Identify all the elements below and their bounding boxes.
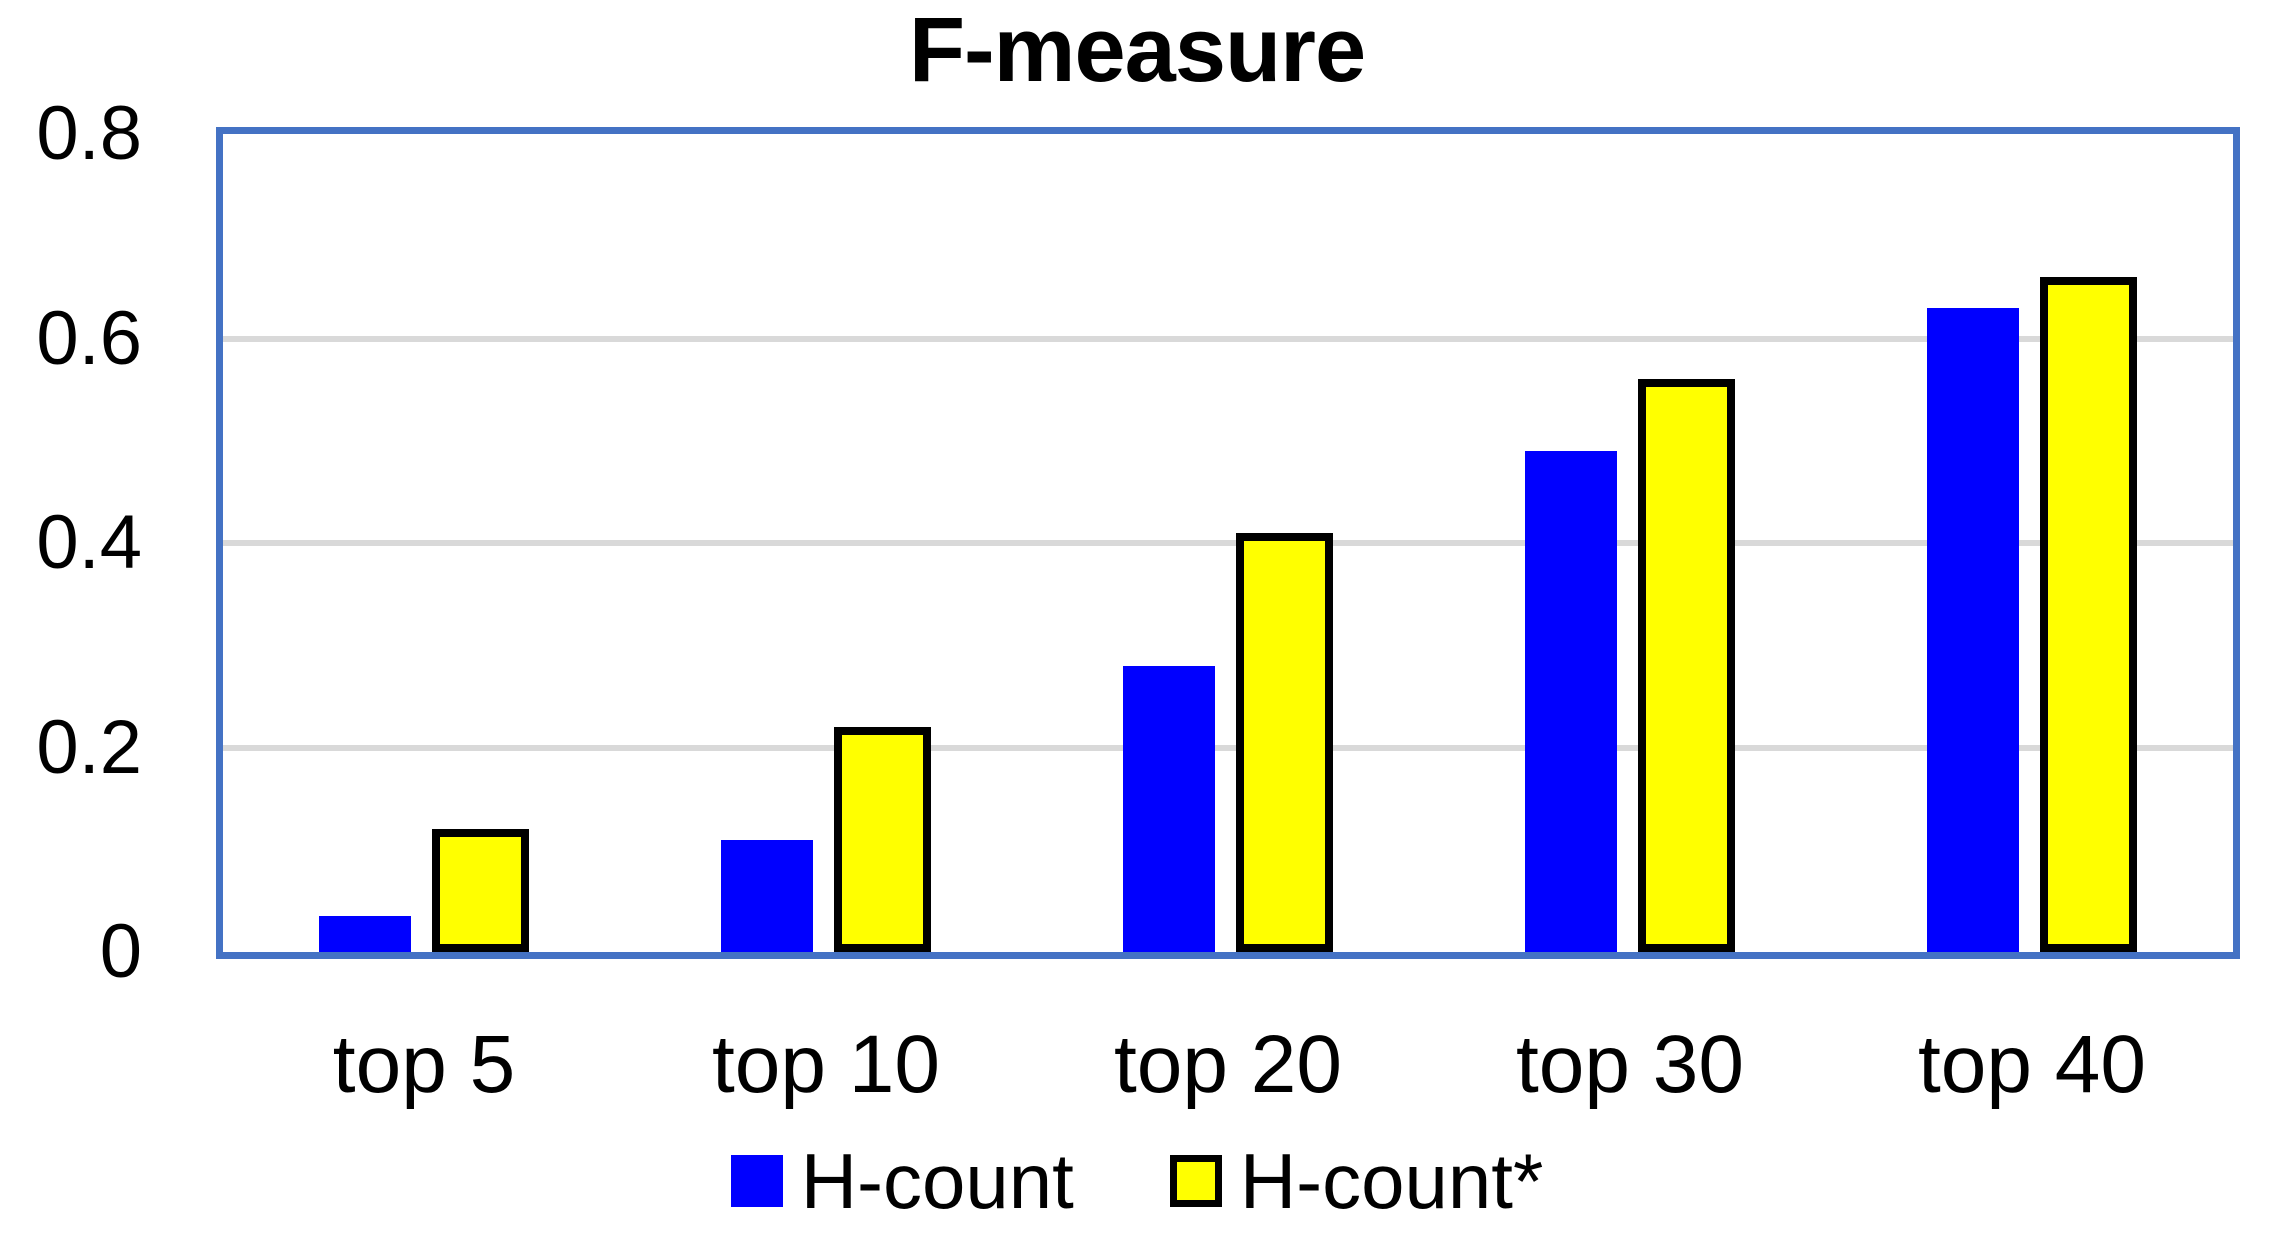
bar-h-count--top-10 [834,727,931,952]
bar-h-count-top-30 [1525,450,1617,952]
x-tick-label: top 20 [1114,1019,1342,1110]
chart-title: F-measure [908,0,1366,101]
y-tick-label: 0.6 [36,295,142,381]
bar-h-count--top-20 [1236,532,1333,952]
legend-item-h-count: H-count [730,1137,1074,1225]
y-tick-label: 0 [99,909,142,994]
bar-group-top-10 [625,134,1027,952]
x-tick-label: top 10 [712,1019,940,1110]
bar-group-top-5 [223,134,625,952]
bar-h-count--top-5 [432,829,529,952]
bar-h-count-top-20 [1123,665,1215,952]
plot-area [216,127,2240,959]
legend-label: H-count [800,1137,1074,1225]
bar-group-top-40 [1831,134,2233,952]
legend: H-count H-count* [0,1142,2274,1220]
legend-label: H-count* [1239,1137,1544,1225]
gridline [223,335,2233,342]
bar-h-count-top-10 [721,839,813,952]
y-tick-label: 0.8 [36,91,142,176]
bar-group-top-20 [1027,134,1429,952]
gridline [223,540,2233,546]
bar-h-count--top-40 [2040,277,2137,952]
x-tick-label: top 5 [332,1019,516,1110]
y-tick-label: 0.2 [36,704,142,790]
bar-group-top-30 [1429,134,1831,952]
bar-h-count--top-30 [1638,379,1735,952]
gridline [223,744,2233,751]
legend-swatch [1169,1155,1222,1207]
bars-layer [223,134,2233,952]
x-tick-label: top 40 [1918,1019,2146,1110]
bar-h-count-top-5 [319,916,411,952]
legend-swatch [730,1155,783,1207]
legend-item-h-count-: H-count* [1169,1137,1544,1225]
y-tick-label: 0.4 [36,500,142,585]
x-tick-label: top 30 [1516,1019,1744,1110]
bar-h-count-top-40 [1927,307,2019,952]
